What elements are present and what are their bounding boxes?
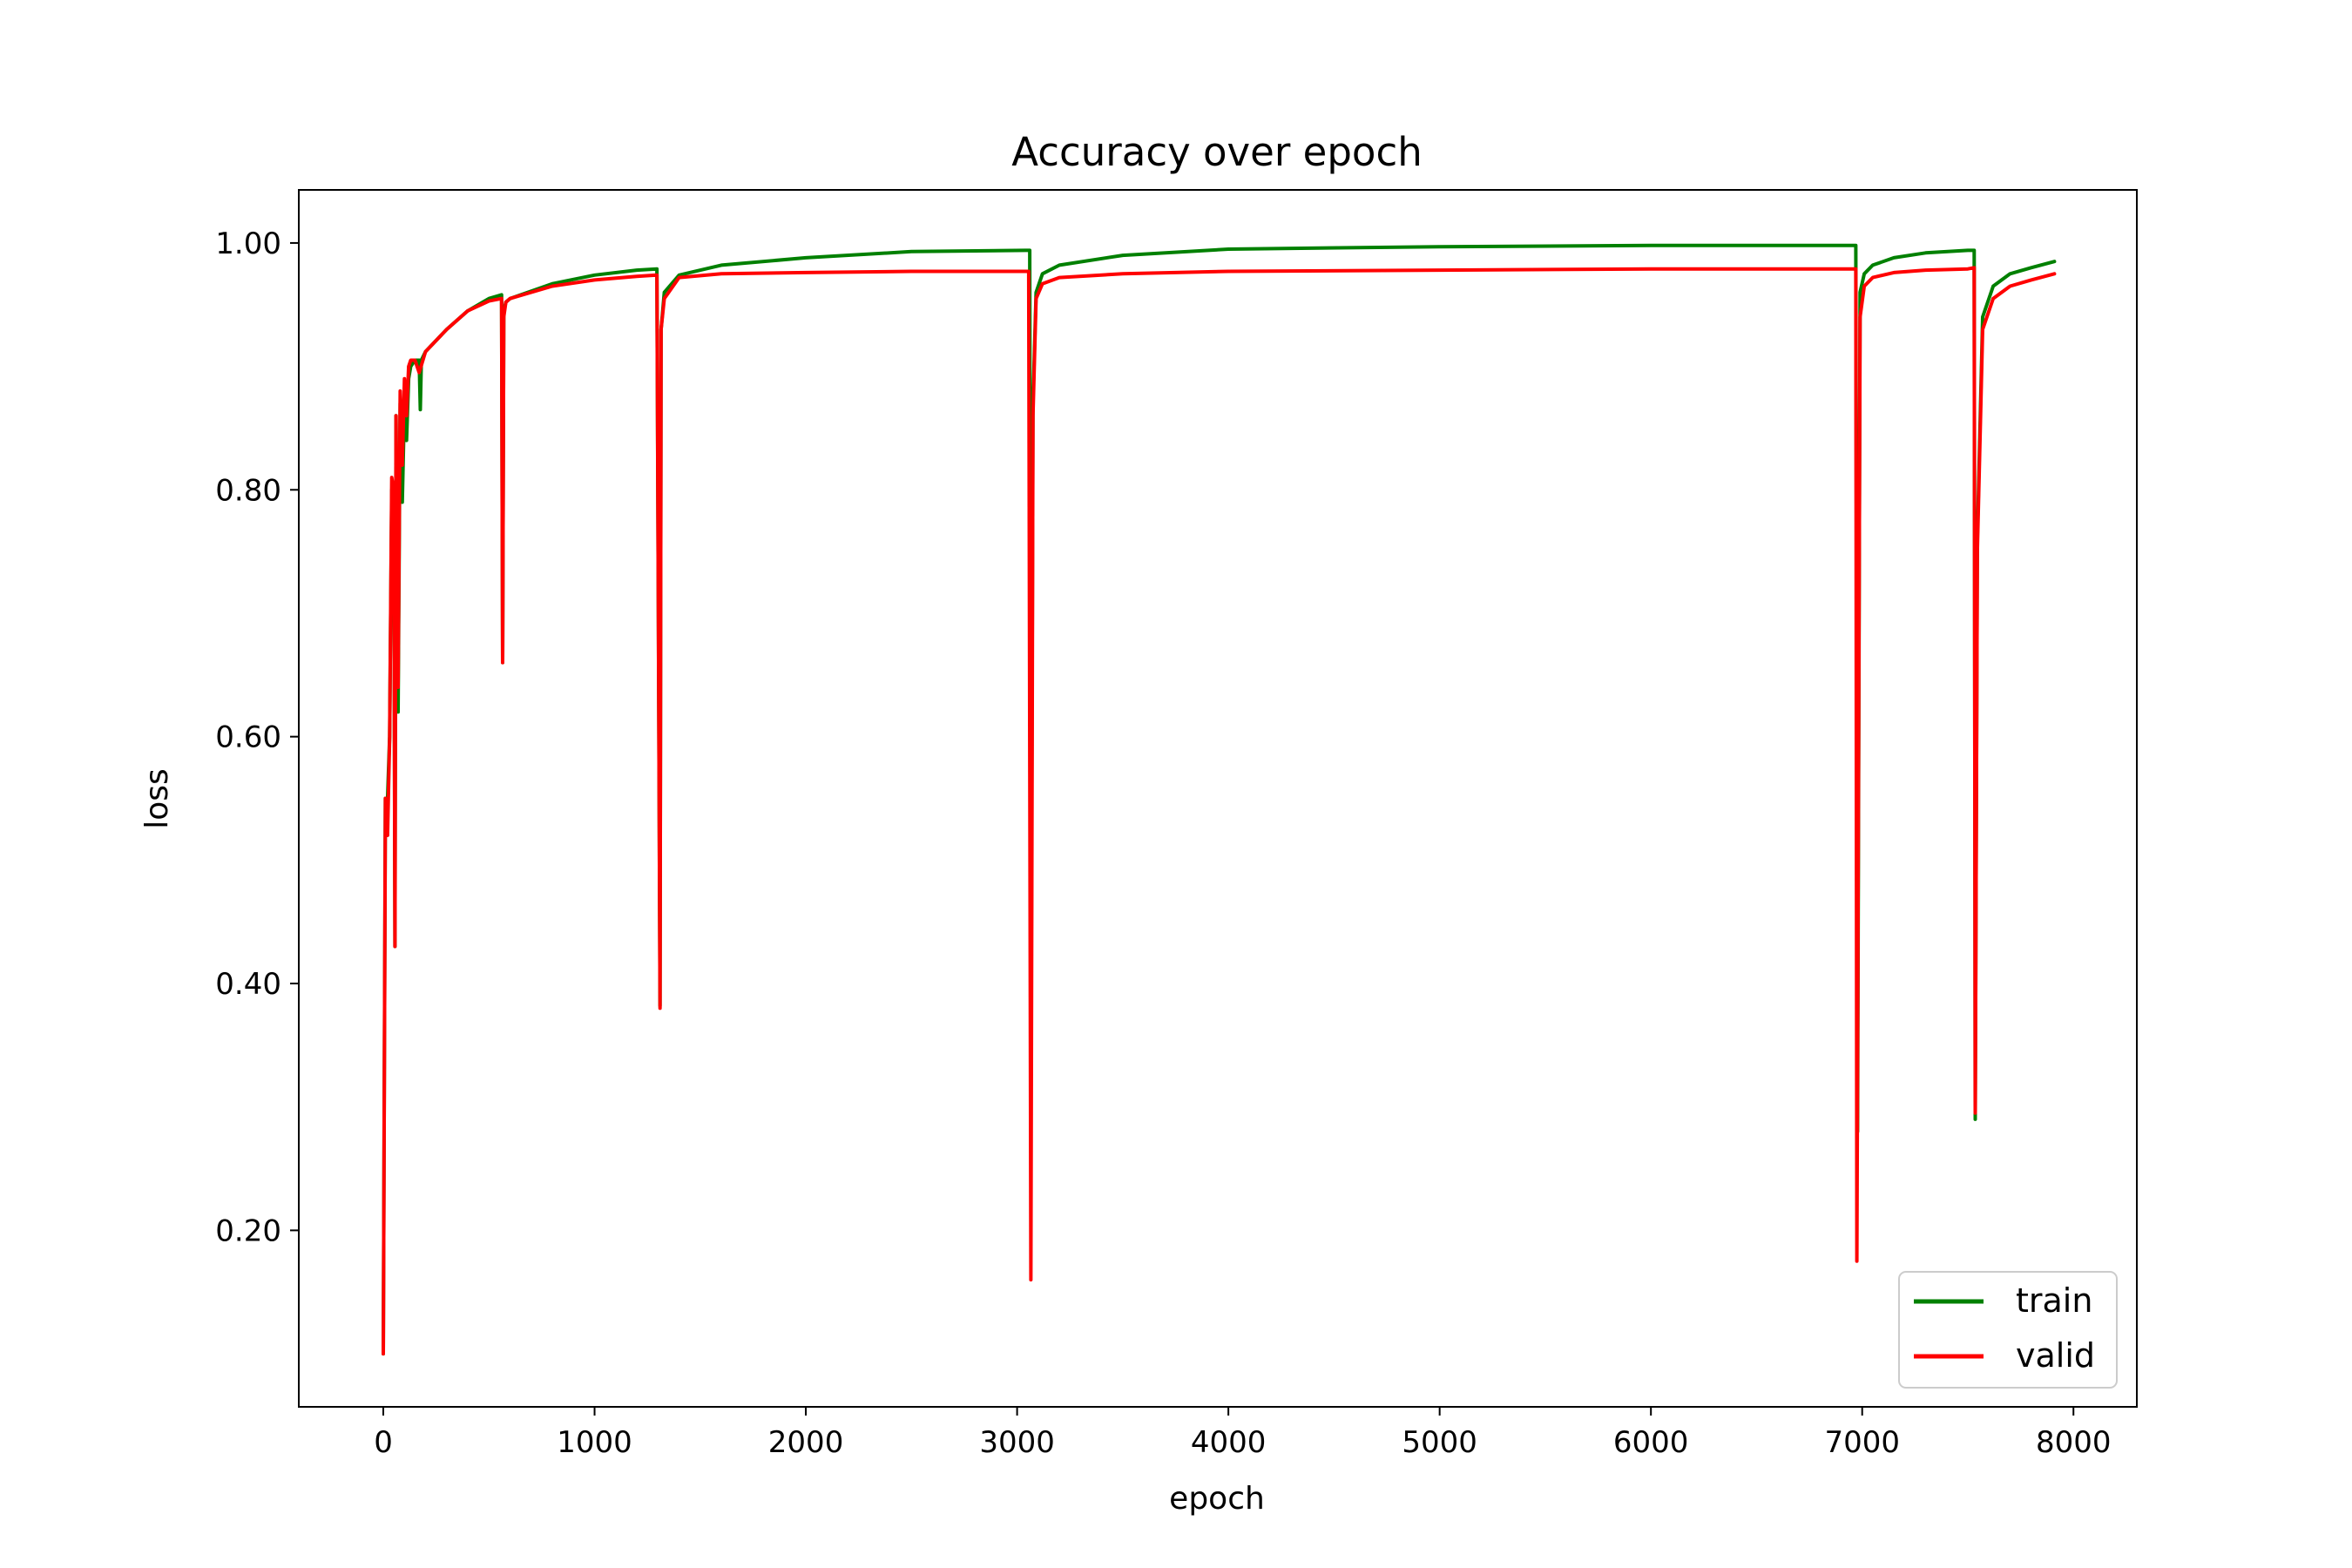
y-tick-label: 1.00: [215, 226, 281, 261]
y-tick-label: 0.20: [215, 1213, 281, 1248]
x-tick-label: 2000: [768, 1425, 844, 1460]
series-line-valid: [382, 266, 2057, 1356]
x-tick-label: 0: [374, 1425, 393, 1460]
y-axis-label: loss: [139, 768, 175, 829]
legend-label-valid: valid: [2016, 1336, 2095, 1375]
x-tick-label: 8000: [2036, 1425, 2112, 1460]
series-layer: [382, 243, 2057, 1356]
x-tick-label: 7000: [1824, 1425, 1900, 1460]
x-tick-label: 3000: [979, 1425, 1055, 1460]
y-tick-label: 0.60: [215, 720, 281, 755]
chart-title: Accuracy over epoch: [1011, 129, 1422, 175]
x-tick-label: 5000: [1402, 1425, 1477, 1460]
legend-label-train: train: [2016, 1281, 2092, 1320]
plot-frame: [298, 189, 2138, 1408]
y-tick-label: 0.40: [215, 967, 281, 1002]
x-axis-label: epoch: [1169, 1481, 1265, 1517]
x-tick-label: 1000: [557, 1425, 632, 1460]
legend: train valid: [1898, 1271, 2118, 1389]
x-tick-label: 6000: [1613, 1425, 1689, 1460]
y-tick-label: 0.80: [215, 473, 281, 508]
x-axis: 0 1000 2000 3000 4000 5000 6000 7000 8000: [374, 1407, 2112, 1460]
y-axis: 0.20 0.40 0.60 0.80 1.00: [215, 226, 299, 1248]
x-tick-label: 4000: [1191, 1425, 1267, 1460]
